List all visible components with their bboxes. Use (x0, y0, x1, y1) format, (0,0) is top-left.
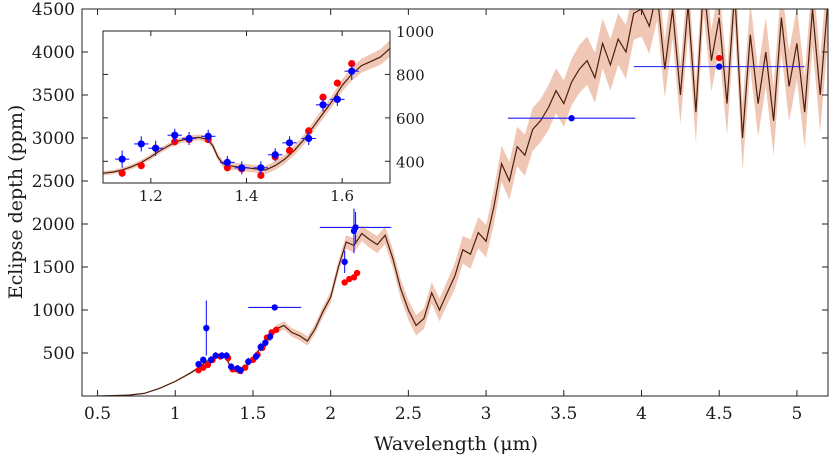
main-binned-model-point-18 (353, 269, 361, 277)
main-frame (81, 8, 829, 397)
inset-observed-point-7 (238, 164, 246, 172)
inset-observed-point-9 (271, 151, 279, 159)
main-xtick-label-5: 3 (481, 404, 492, 424)
main-observed-point-2 (203, 324, 210, 332)
main-ytick-label-5: 3000 (32, 129, 75, 149)
inset-ytick-label-0: 400 (396, 153, 425, 171)
main-binned-model-point-2 (204, 361, 212, 369)
main-ytick-label-6: 3500 (32, 86, 75, 106)
main-binned-model-point-19 (716, 54, 723, 62)
main-observed-point-7 (228, 363, 235, 370)
main-xtick-label-1: 1 (170, 404, 181, 424)
main-binned-model-point-1 (200, 364, 207, 371)
main-observed-point-1 (200, 356, 207, 364)
main-observed-point-6 (223, 352, 230, 359)
inset-observed-point-2 (152, 144, 160, 152)
inset-observed-point-13 (333, 95, 341, 103)
inset-observed-point-1 (137, 140, 145, 148)
main-ytick-label-0: 500 (43, 344, 75, 364)
inset-observed-point-12 (319, 101, 327, 109)
inset-observed-point-0 (118, 155, 126, 163)
main-plot: 0.5 1 1.5 2 2.5 3 3.5 4 4.5 5 500 1000 1500 2000 2500 3… (32, 0, 829, 424)
main-binned-model-point-8 (241, 364, 249, 371)
main-plot-area (97, 9, 828, 396)
inset-binned-model-point-13 (333, 79, 341, 87)
inset-ytick-label-2: 800 (396, 66, 425, 84)
main-observed-point-20 (716, 63, 723, 70)
main-observed-point-9 (237, 367, 244, 374)
main-binned-model-point-0 (195, 367, 202, 374)
main-xtick-label-2: 1.5 (239, 404, 266, 424)
inset-binned-model-point-10 (285, 146, 294, 155)
main-xtick-label-3: 2 (325, 404, 336, 424)
x-axis-label: Wavelength (μm) (374, 433, 538, 455)
main-observed-point-5 (218, 352, 226, 359)
main-observed-point-13 (262, 339, 269, 346)
main-observed-point-18 (352, 224, 359, 231)
inset-observed-point-5 (204, 132, 212, 140)
main-ytick-label-8: 4500 (32, 0, 75, 20)
main-observed-point-15 (271, 304, 278, 311)
main-observed-point-16 (341, 258, 348, 266)
inset-observed-point-10 (285, 139, 294, 147)
main-model-uncertainty-band (97, 9, 828, 396)
inset-xtick-label-0: 1.2 (139, 187, 163, 205)
inset-binned-model-point-8 (257, 171, 265, 179)
main-xtick-label-7: 4 (636, 404, 647, 424)
inset-xtick-label-2: 1.6 (330, 187, 354, 205)
inset-observed-point-11 (305, 134, 313, 143)
inset-xtick-label-1: 1.4 (235, 187, 259, 205)
inset-observed-point-8 (257, 164, 265, 172)
inset-observed-point-3 (171, 131, 179, 139)
inset-observed-point-4 (185, 134, 193, 143)
main-observed-point-12 (257, 343, 264, 351)
main-observed-point-0 (195, 360, 202, 368)
inset-binned-model-point-12 (319, 93, 327, 101)
main-xtick-label-4: 2.5 (395, 404, 422, 424)
main-ytick-label-2: 1500 (32, 258, 75, 278)
inset-observed-point-14 (348, 67, 356, 75)
main-xtick-label-6: 3.5 (550, 404, 577, 424)
main-ytick-label-4: 2500 (32, 172, 75, 192)
inset-plot-area (103, 40, 390, 179)
main-observed-point-3 (207, 356, 215, 364)
inset-ytick-label-3: 1000 (396, 23, 434, 41)
main-ytick-label-1: 1000 (32, 301, 75, 321)
main-ytick-label-7: 4000 (32, 43, 75, 63)
main-observed-point-4 (212, 352, 219, 359)
main-observed-point-10 (245, 358, 252, 365)
main-observed-point-14 (266, 333, 274, 340)
y-axis-label: Eclipse depth (ppm) (5, 105, 27, 300)
main-binned-model-point-14 (273, 326, 280, 333)
main-xtick-label-9: 5 (792, 404, 803, 424)
inset-binned-model-point-0 (118, 169, 126, 177)
main-xtick-label-0: 0.5 (84, 404, 111, 424)
inset-observed-point-6 (223, 158, 231, 166)
main-observed-point-11 (252, 353, 260, 360)
main-ytick-label-3: 2000 (32, 215, 75, 235)
main-xtick-label-8: 4.5 (706, 404, 733, 424)
inset-ytick-label-1: 600 (396, 110, 425, 128)
inset-plot: 1.2 1.4 1.6 400 600 800 1000 (102, 23, 434, 205)
main-binned-model-point-15 (341, 279, 348, 286)
inset-model-line (103, 47, 390, 174)
inset-binned-model-point-1 (137, 162, 145, 170)
main-observed-point-19 (568, 115, 575, 122)
inset-binned-model-point-11 (305, 127, 313, 135)
